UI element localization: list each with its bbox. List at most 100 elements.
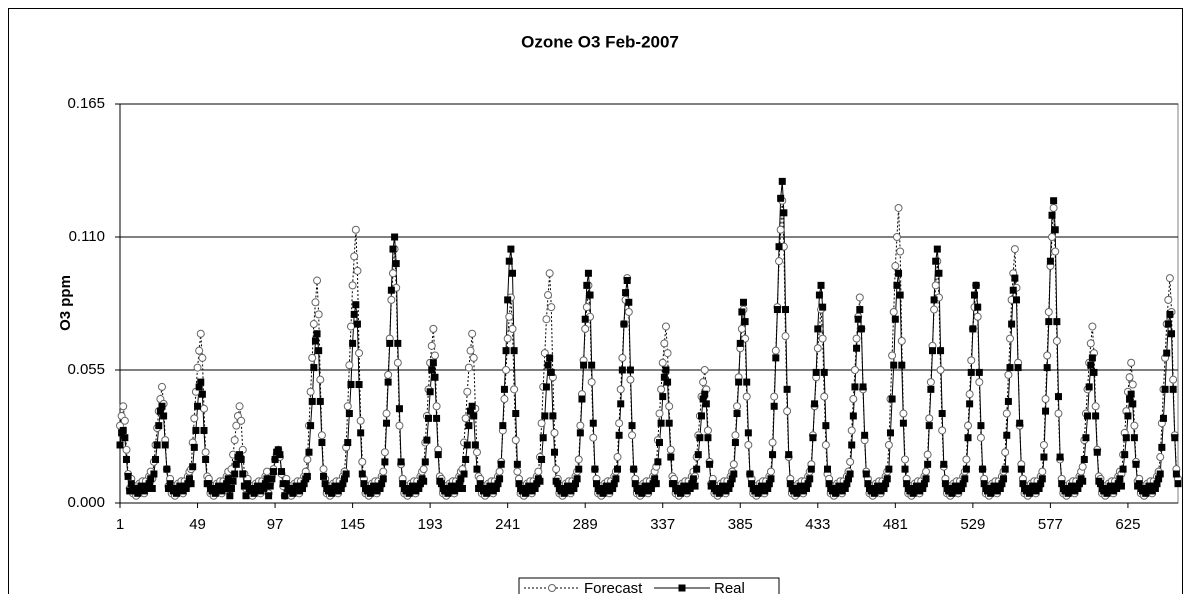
data-point xyxy=(1132,460,1140,468)
data-point xyxy=(890,361,898,369)
data-point xyxy=(472,448,481,457)
data-point xyxy=(1048,211,1056,219)
data-point xyxy=(160,412,168,420)
data-point xyxy=(1159,414,1167,422)
data-point xyxy=(780,209,788,217)
data-point xyxy=(351,225,360,234)
data-point xyxy=(265,492,273,500)
data-point xyxy=(231,470,239,478)
data-point xyxy=(725,484,733,492)
data-point xyxy=(381,458,389,466)
data-point xyxy=(662,366,670,374)
y-tick-label: 0.165 xyxy=(67,95,105,112)
data-point xyxy=(628,431,637,440)
data-point xyxy=(201,448,210,457)
data-point xyxy=(901,465,909,473)
data-point xyxy=(583,281,591,289)
data-point xyxy=(434,451,442,459)
data-point xyxy=(821,440,830,449)
data-point xyxy=(576,429,584,437)
data-point xyxy=(545,269,554,278)
data-point xyxy=(856,306,864,314)
data-point xyxy=(190,414,199,423)
data-point xyxy=(696,434,704,442)
data-point xyxy=(785,451,793,459)
data-point xyxy=(843,480,851,488)
data-point xyxy=(925,422,933,430)
x-tick-label: 193 xyxy=(418,516,443,533)
data-point xyxy=(232,460,240,468)
data-point xyxy=(308,353,317,362)
data-point xyxy=(196,329,205,338)
data-point xyxy=(933,245,941,253)
data-point xyxy=(764,484,772,492)
data-point xyxy=(306,387,315,396)
data-point xyxy=(235,402,244,411)
data-point xyxy=(729,460,738,469)
data-point xyxy=(420,477,428,485)
data-point xyxy=(224,475,232,483)
data-point xyxy=(849,395,858,404)
data-point xyxy=(615,419,624,428)
data-point xyxy=(547,368,555,376)
data-point xyxy=(156,407,164,415)
data-point xyxy=(378,480,386,488)
data-point xyxy=(1090,368,1098,376)
x-tick-label: 577 xyxy=(1038,516,1063,533)
legend-label: Forecast xyxy=(584,580,643,594)
data-point xyxy=(244,480,252,488)
chart-frame xyxy=(8,8,1183,594)
data-point xyxy=(515,480,523,488)
data-point xyxy=(1054,393,1062,401)
data-point xyxy=(1043,364,1051,372)
data-point xyxy=(893,281,901,289)
data-point xyxy=(158,402,166,410)
data-point xyxy=(512,410,520,418)
data-point xyxy=(701,390,709,398)
data-point xyxy=(161,441,169,449)
data-point xyxy=(588,361,596,369)
data-point xyxy=(534,467,543,476)
data-point xyxy=(975,368,983,376)
data-point xyxy=(927,385,935,393)
data-point xyxy=(618,353,627,362)
data-point xyxy=(666,445,675,454)
y-tick-label: 0.055 xyxy=(67,361,105,378)
data-point xyxy=(552,465,561,474)
data-point xyxy=(1161,385,1169,393)
data-point xyxy=(1119,465,1127,473)
data-point xyxy=(589,419,597,427)
data-point xyxy=(586,291,594,299)
data-point xyxy=(426,388,434,396)
data-point xyxy=(655,409,664,418)
data-point xyxy=(383,419,391,427)
data-point xyxy=(387,286,395,294)
data-point xyxy=(1091,402,1100,411)
data-point xyxy=(853,344,861,352)
data-point xyxy=(899,419,907,427)
data-point xyxy=(940,460,948,468)
data-point xyxy=(884,440,893,449)
data-point xyxy=(665,419,673,427)
data-point xyxy=(880,484,888,492)
data-point xyxy=(358,470,366,478)
data-point xyxy=(429,324,438,333)
data-point xyxy=(193,363,202,372)
data-point xyxy=(339,480,347,488)
data-point xyxy=(618,366,626,374)
x-tick-label: 481 xyxy=(883,516,908,533)
data-point xyxy=(888,351,897,360)
data-point xyxy=(1093,448,1101,456)
data-point xyxy=(182,484,190,492)
data-point xyxy=(476,480,484,488)
data-point xyxy=(1088,354,1096,362)
data-point xyxy=(318,439,326,447)
data-point xyxy=(815,291,823,299)
data-point xyxy=(967,368,975,376)
data-point xyxy=(226,492,234,500)
data-point xyxy=(316,375,325,384)
data-point xyxy=(544,361,552,369)
data-point xyxy=(1135,480,1143,488)
data-point xyxy=(614,465,622,473)
data-point xyxy=(768,438,777,447)
